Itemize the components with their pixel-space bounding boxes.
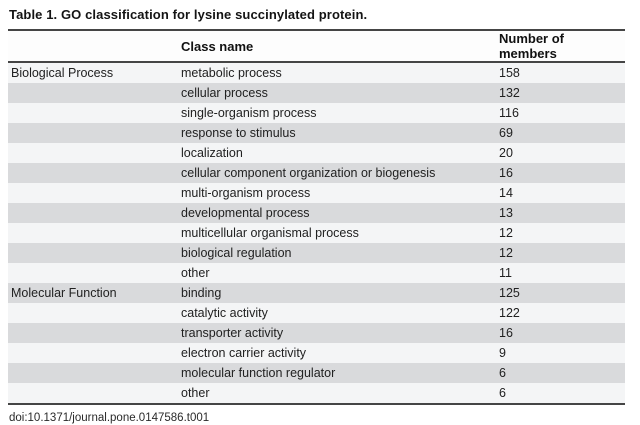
go-classification-table: Class name Number of members Biological … — [8, 29, 625, 405]
category-cell — [8, 163, 181, 183]
class-name-cell: multi-organism process — [181, 186, 311, 200]
table-row: response to stimulus 69 — [8, 123, 625, 143]
members-cell: 6 — [499, 366, 506, 380]
table-row: biological regulation 12 — [8, 243, 625, 263]
category-cell — [8, 143, 181, 163]
class-name-cell: binding — [181, 286, 222, 300]
members-cell: 13 — [499, 206, 513, 220]
members-cell: 9 — [499, 346, 506, 360]
class-name-cell: other — [181, 266, 210, 280]
members-cell: 132 — [499, 86, 520, 100]
header-class-name: Class name — [181, 30, 499, 63]
table-row: single-organism process 116 — [8, 103, 625, 123]
members-cell: 122 — [499, 306, 520, 320]
category-cell: Molecular Function — [11, 286, 117, 300]
members-cell: 11 — [499, 266, 512, 280]
members-cell: 125 — [499, 286, 520, 300]
category-cell — [8, 343, 181, 363]
header-number-of-members: Number of members — [499, 30, 625, 63]
table-row: molecular function regulator 6 — [8, 363, 625, 383]
class-name-cell: multicellular organismal process — [181, 226, 359, 240]
category-cell — [8, 243, 181, 263]
category-cell — [8, 263, 181, 283]
table-row: other 11 — [8, 263, 625, 283]
category-cell — [8, 363, 181, 383]
class-name-cell: response to stimulus — [181, 126, 296, 140]
table-row: electron carrier activity 9 — [8, 343, 625, 363]
class-name-cell: cellular component organization or bioge… — [181, 166, 436, 180]
table-row: multi-organism process 14 — [8, 183, 625, 203]
table-row: transporter activity 16 — [8, 323, 625, 343]
table-header: Class name Number of members — [8, 30, 625, 63]
table-row: catalytic activity 122 — [8, 303, 625, 323]
table-row: developmental process 13 — [8, 203, 625, 223]
members-cell: 6 — [499, 386, 506, 400]
table-body: Biological Process metabolic process 158… — [8, 62, 625, 404]
members-cell: 158 — [499, 66, 520, 80]
category-cell — [8, 83, 181, 103]
category-cell — [8, 103, 181, 123]
table-row: Biological Process metabolic process 158 — [8, 62, 625, 83]
members-cell: 20 — [499, 146, 513, 160]
class-name-cell: catalytic activity — [181, 306, 268, 320]
header-category — [8, 30, 181, 63]
table-row: localization 20 — [8, 143, 625, 163]
class-name-cell: transporter activity — [181, 326, 284, 340]
members-cell: 16 — [499, 326, 513, 340]
members-cell: 69 — [499, 126, 513, 140]
category-cell: Biological Process — [11, 66, 114, 80]
members-cell: 12 — [499, 246, 513, 260]
class-name-cell: single-organism process — [181, 106, 317, 120]
doi-footer: doi:10.1371/journal.pone.0147586.t001 — [9, 412, 210, 424]
members-cell: 116 — [499, 106, 519, 120]
class-name-cell: biological regulation — [181, 246, 292, 260]
class-name-cell: metabolic process — [181, 66, 282, 80]
members-cell: 16 — [499, 166, 513, 180]
category-cell — [8, 183, 181, 203]
members-cell: 14 — [499, 186, 513, 200]
class-name-cell: electron carrier activity — [181, 346, 307, 360]
category-cell — [8, 123, 181, 143]
table-row: Molecular Function binding 125 — [8, 283, 625, 303]
category-cell — [8, 323, 181, 343]
members-cell: 12 — [499, 226, 513, 240]
category-cell — [8, 303, 181, 323]
table-row: other 6 — [8, 383, 625, 404]
class-name-cell: other — [181, 386, 210, 400]
category-cell — [8, 203, 181, 223]
class-name-cell: molecular function regulator — [181, 366, 336, 380]
table-row: cellular component organization or bioge… — [8, 163, 625, 183]
class-name-cell: localization — [181, 146, 243, 160]
table-row: cellular process 132 — [8, 83, 625, 103]
header-row: Class name Number of members — [8, 30, 625, 63]
table-title: Table 1. GO classification for lysine su… — [9, 7, 368, 22]
category-cell — [8, 383, 181, 404]
table-row: multicellular organismal process 12 — [8, 223, 625, 243]
class-name-cell: developmental process — [181, 206, 310, 220]
category-cell — [8, 223, 181, 243]
class-name-cell: cellular process — [181, 86, 268, 100]
